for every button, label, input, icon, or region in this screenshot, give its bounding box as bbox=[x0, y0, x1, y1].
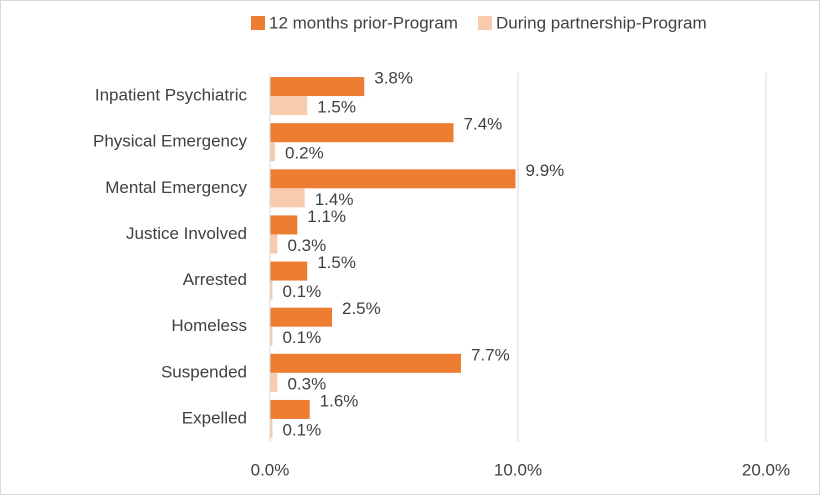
bar bbox=[270, 326, 273, 346]
y-tick-label: Arrested bbox=[183, 270, 247, 289]
x-tick-label: 0.0% bbox=[251, 460, 290, 479]
bar bbox=[270, 280, 273, 300]
value-label: 0.1% bbox=[282, 328, 321, 347]
y-tick-label: Mental Emergency bbox=[105, 178, 247, 197]
y-tick-label: Physical Emergency bbox=[93, 132, 248, 151]
legend-swatch bbox=[477, 16, 492, 30]
legend-label: During partnership-Program bbox=[496, 13, 707, 32]
value-label: 2.5% bbox=[342, 299, 381, 318]
value-label: 1.6% bbox=[320, 391, 359, 410]
y-tick-label: Expelled bbox=[182, 408, 247, 427]
y-tick-label: Justice Involved bbox=[126, 224, 247, 243]
value-label: 1.4% bbox=[315, 190, 354, 209]
bar bbox=[270, 215, 298, 235]
bar bbox=[270, 234, 278, 254]
value-label: 3.8% bbox=[374, 69, 413, 88]
bar bbox=[270, 188, 305, 208]
x-tick-label: 10.0% bbox=[494, 460, 542, 479]
bar bbox=[270, 96, 308, 116]
y-tick-label: Suspended bbox=[161, 362, 247, 381]
bar bbox=[270, 142, 275, 162]
value-label: 7.7% bbox=[471, 345, 510, 364]
value-label: 1.5% bbox=[317, 98, 356, 117]
value-label: 0.3% bbox=[287, 374, 326, 393]
bar bbox=[270, 123, 454, 143]
legend-swatch bbox=[251, 16, 265, 30]
value-label: 0.1% bbox=[282, 420, 321, 439]
value-label: 0.3% bbox=[287, 236, 326, 255]
value-label: 0.1% bbox=[282, 282, 321, 301]
bar bbox=[270, 169, 516, 189]
y-tick-label: Homeless bbox=[171, 316, 247, 335]
bar bbox=[270, 261, 308, 281]
y-tick-label: Inpatient Psychiatric bbox=[95, 86, 248, 105]
value-label: 0.2% bbox=[285, 144, 324, 163]
x-tick-label: 20.0% bbox=[742, 460, 790, 479]
value-label: 1.5% bbox=[317, 253, 356, 272]
bar bbox=[270, 353, 461, 373]
legend-label: 12 months prior-Program bbox=[269, 13, 458, 32]
value-label: 7.4% bbox=[464, 115, 503, 134]
bar bbox=[270, 372, 278, 392]
bar bbox=[270, 418, 273, 438]
value-label: 1.1% bbox=[307, 207, 346, 226]
bar bbox=[270, 399, 310, 419]
value-label: 9.9% bbox=[526, 161, 565, 180]
bar bbox=[270, 77, 365, 97]
bar bbox=[270, 307, 332, 327]
